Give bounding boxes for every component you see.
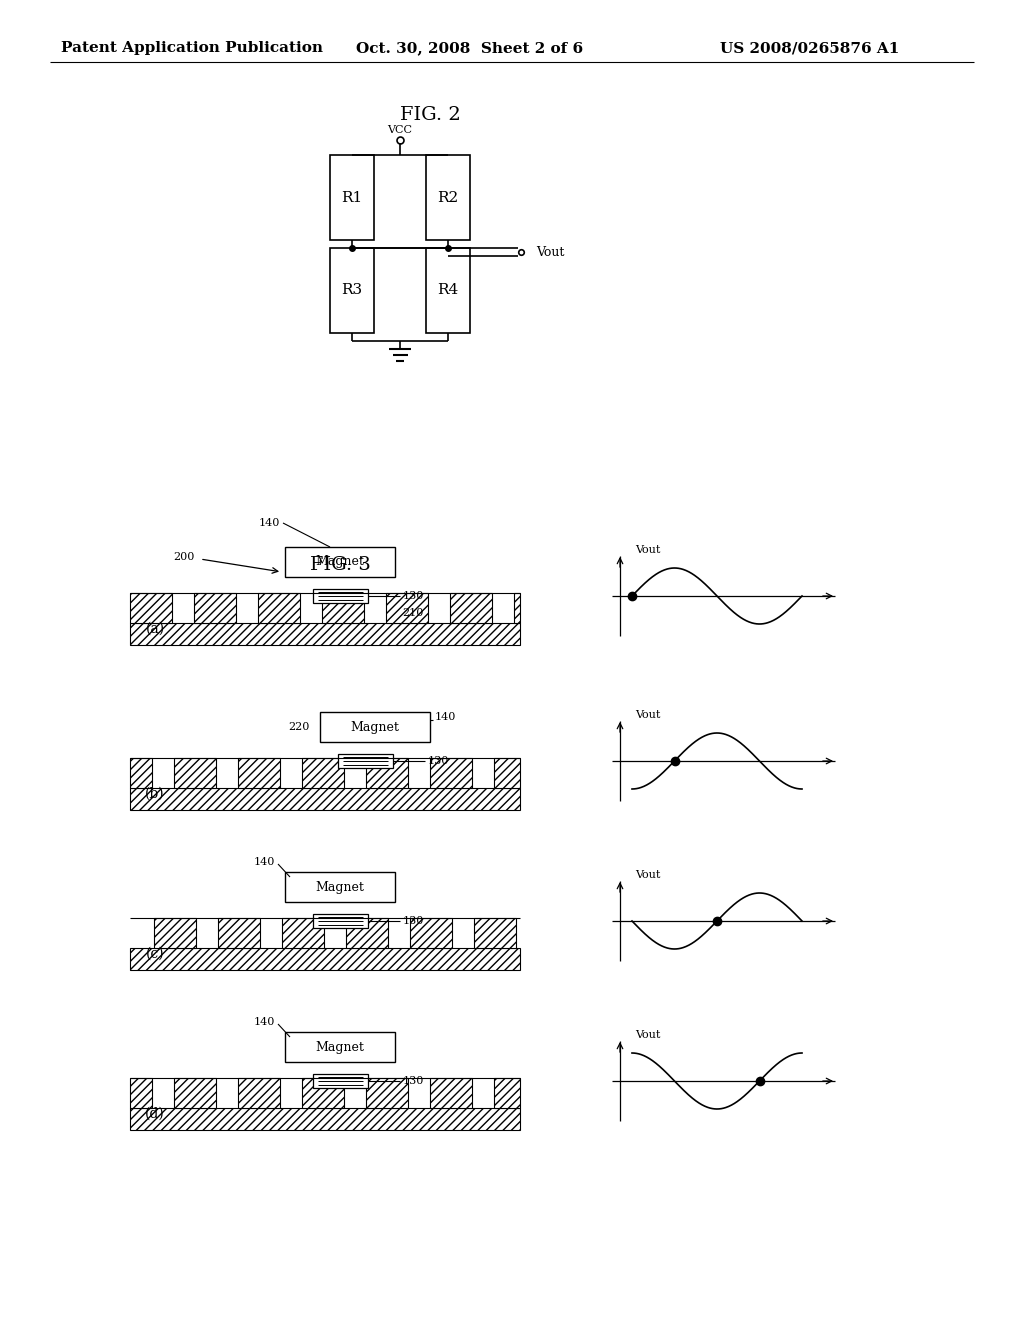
Text: (a): (a) <box>145 622 165 636</box>
Text: Vout: Vout <box>635 870 660 880</box>
Bar <box>450 593 492 623</box>
Bar <box>130 948 520 970</box>
Text: (b): (b) <box>145 787 165 801</box>
Text: 140: 140 <box>254 1016 275 1027</box>
Text: 200: 200 <box>174 552 195 562</box>
Text: (d): (d) <box>145 1107 165 1121</box>
Text: Vout: Vout <box>635 1030 660 1040</box>
Text: 130: 130 <box>402 591 424 601</box>
Bar <box>130 593 172 623</box>
Bar <box>302 1078 344 1107</box>
Bar <box>330 248 374 333</box>
Bar <box>426 154 470 240</box>
Bar <box>494 758 520 788</box>
Bar <box>312 913 368 928</box>
Bar <box>174 1078 216 1107</box>
Bar <box>302 758 344 788</box>
Text: 220: 220 <box>289 722 310 733</box>
Text: FIG. 2: FIG. 2 <box>399 106 461 124</box>
Text: 140: 140 <box>254 857 275 867</box>
Bar <box>154 917 196 948</box>
Bar <box>426 248 470 333</box>
Text: Oct. 30, 2008  Sheet 2 of 6: Oct. 30, 2008 Sheet 2 of 6 <box>356 41 584 55</box>
Bar <box>130 758 152 788</box>
Text: 130: 130 <box>402 1076 424 1086</box>
Bar <box>285 1032 395 1063</box>
Bar <box>386 593 428 623</box>
Text: VCC: VCC <box>387 125 413 135</box>
Text: R4: R4 <box>437 284 459 297</box>
Text: R1: R1 <box>341 190 362 205</box>
Text: (c): (c) <box>145 946 164 961</box>
Bar <box>238 758 280 788</box>
Text: Magnet: Magnet <box>315 556 365 569</box>
Text: Patent Application Publication: Patent Application Publication <box>61 41 323 55</box>
Bar <box>514 593 520 623</box>
Text: R2: R2 <box>437 190 459 205</box>
Bar <box>285 873 395 902</box>
Text: Vout: Vout <box>536 246 564 259</box>
Bar <box>494 1078 520 1107</box>
Bar <box>430 758 472 788</box>
Text: Magnet: Magnet <box>350 721 399 734</box>
Text: 130: 130 <box>402 916 424 927</box>
Bar <box>319 711 430 742</box>
Text: Magnet: Magnet <box>315 880 365 894</box>
Bar <box>130 1107 520 1130</box>
Bar <box>338 754 392 768</box>
Bar <box>366 758 408 788</box>
Text: 130: 130 <box>427 756 449 766</box>
Text: 140: 140 <box>259 517 280 528</box>
Bar <box>312 589 368 603</box>
Bar <box>258 593 300 623</box>
Bar <box>174 758 216 788</box>
Bar <box>238 1078 280 1107</box>
Bar <box>346 917 388 948</box>
Bar <box>285 546 395 577</box>
Bar <box>312 1074 368 1088</box>
Text: R3: R3 <box>341 284 362 297</box>
Text: FIG. 3: FIG. 3 <box>309 556 371 574</box>
Bar <box>194 593 236 623</box>
Text: Vout: Vout <box>635 710 660 719</box>
Text: Vout: Vout <box>635 545 660 554</box>
Bar <box>130 788 520 810</box>
Text: Magnet: Magnet <box>315 1040 365 1053</box>
Bar <box>218 917 260 948</box>
Bar <box>130 1078 152 1107</box>
Text: 210: 210 <box>402 609 424 618</box>
Bar <box>430 1078 472 1107</box>
Bar <box>282 917 324 948</box>
Bar <box>322 593 364 623</box>
Bar <box>410 917 452 948</box>
Bar <box>130 623 520 645</box>
Text: US 2008/0265876 A1: US 2008/0265876 A1 <box>720 41 900 55</box>
Bar <box>330 154 374 240</box>
Text: 140: 140 <box>435 711 457 722</box>
Bar <box>474 917 516 948</box>
Bar <box>366 1078 408 1107</box>
